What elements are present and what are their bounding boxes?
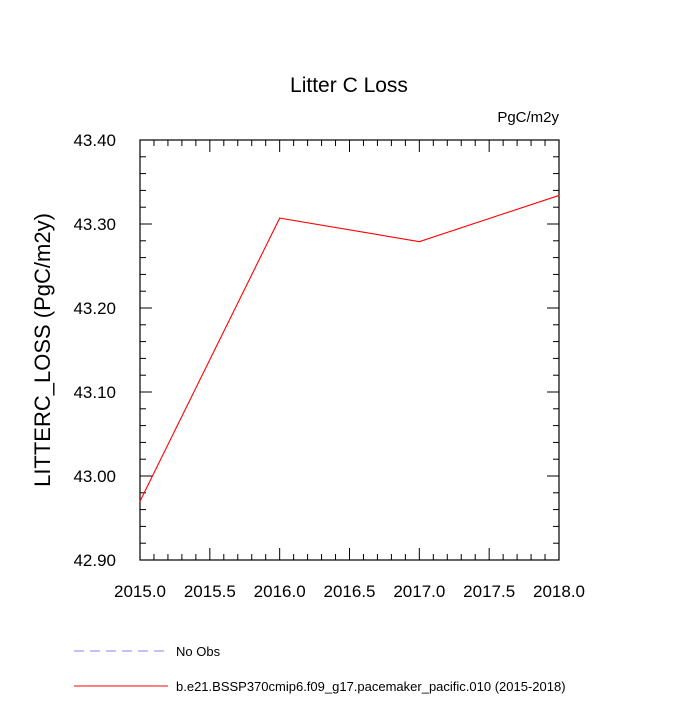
units-label: PgC/m2y bbox=[497, 109, 559, 126]
x-tick-label: 2015.5 bbox=[184, 582, 236, 601]
series-line bbox=[139, 194, 560, 502]
plot-frame bbox=[139, 139, 560, 561]
y-axis-label: LITTERC_LOSS (PgC/m2y) bbox=[30, 213, 55, 487]
x-tick-label: 2017.5 bbox=[463, 582, 515, 601]
x-tick-label: 2016.5 bbox=[324, 582, 376, 601]
y-tick-label: 43.00 bbox=[73, 467, 116, 486]
data-point bbox=[139, 500, 141, 502]
data-point bbox=[418, 241, 420, 243]
y-tick-label: 43.30 bbox=[73, 215, 116, 234]
y-tick-label: 43.20 bbox=[73, 299, 116, 318]
axis-ticks bbox=[139, 139, 560, 561]
data-point bbox=[279, 217, 281, 219]
chart-title: Litter C Loss bbox=[290, 74, 408, 97]
legend-label: No Obs bbox=[176, 644, 221, 659]
legend-label: b.e21.BSSP370cmip6.f09_g17.pacemaker_pac… bbox=[176, 679, 566, 694]
x-tick-label: 2016.0 bbox=[254, 582, 306, 601]
x-tick-label: 2017.0 bbox=[393, 582, 445, 601]
tick-labels: 2015.0 2015.5 2016.0 2016.5 2017.0 2017.5 2018… bbox=[73, 131, 585, 601]
legend: No Obs b.e21.BSSP370cmip6.f09_g17.pacemak… bbox=[74, 644, 566, 694]
series-layer bbox=[139, 194, 560, 502]
y-tick-label: 42.90 bbox=[73, 551, 116, 570]
y-tick-label: 43.10 bbox=[73, 383, 116, 402]
x-tick-label: 2015.0 bbox=[114, 582, 166, 601]
x-tick-label: 2018.0 bbox=[533, 582, 585, 601]
y-tick-label: 43.40 bbox=[73, 131, 116, 150]
data-point bbox=[558, 194, 560, 197]
